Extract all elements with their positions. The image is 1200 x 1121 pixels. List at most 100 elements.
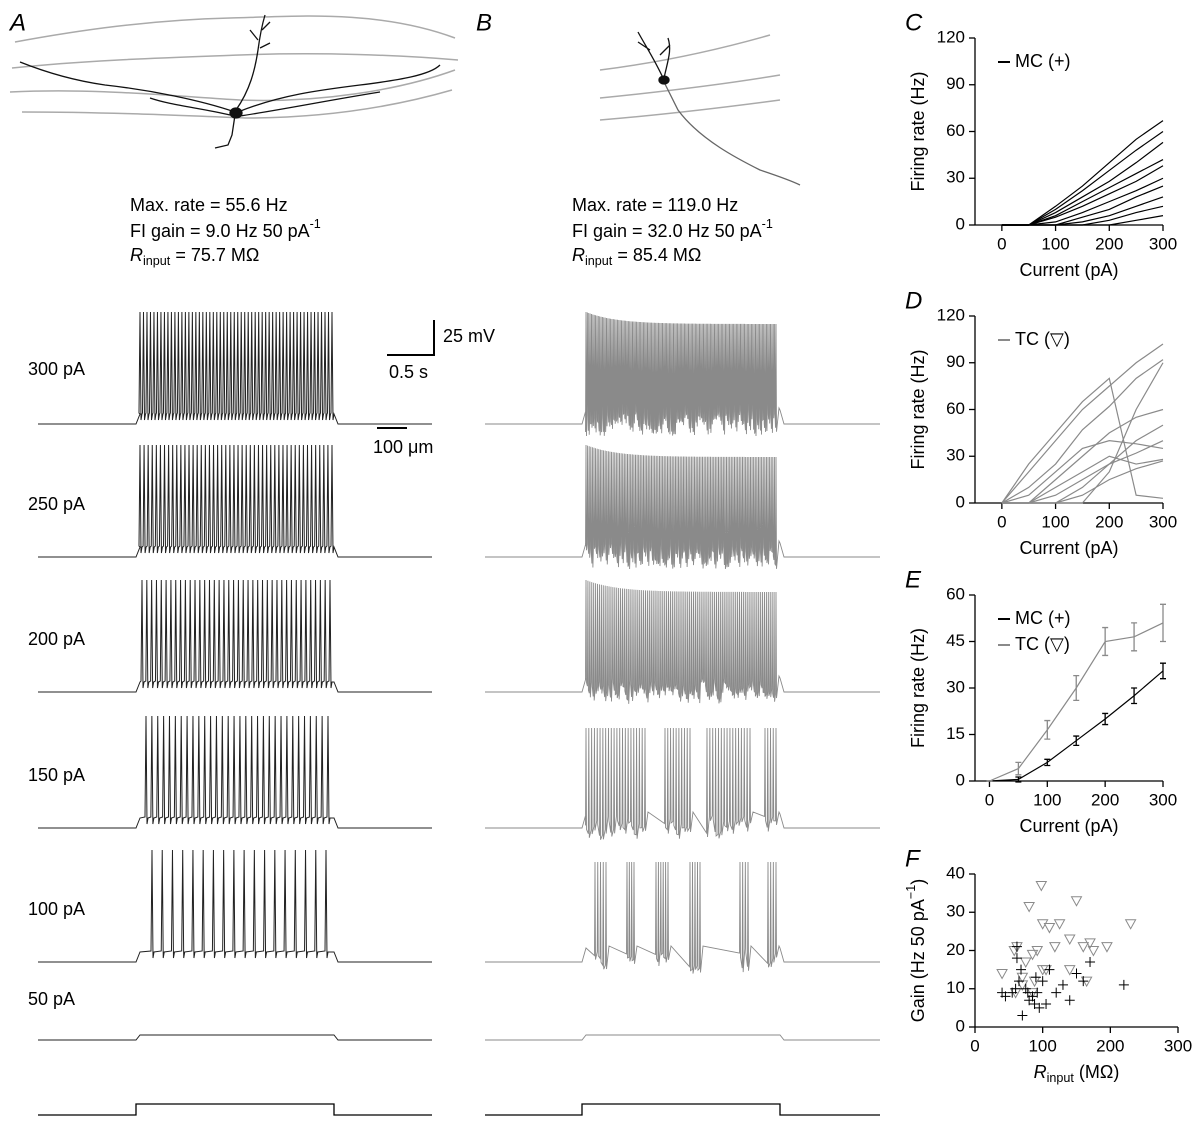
current-label: 200 pA	[28, 629, 85, 649]
fi-gain: FI gain = 32.0 Hz 50 pA-1	[572, 217, 773, 240]
legend-label: TC (▽)	[1015, 634, 1070, 654]
input-resistance: Rinput= 75.7 MΩ	[130, 245, 259, 269]
y-tick-label: 90	[946, 74, 965, 93]
voltage-trace	[38, 445, 432, 557]
x-axis-label: Rinput(MΩ)	[1034, 1062, 1120, 1086]
scatter-point	[1072, 897, 1082, 906]
voltage-trace	[38, 312, 432, 424]
y-tick-label: 30	[946, 677, 965, 696]
label-part: -1	[310, 217, 321, 231]
voltage-trace	[485, 728, 880, 840]
voltage-trace	[38, 1035, 432, 1040]
input-resistance: Rinput = 85.4 MΩ	[572, 245, 701, 269]
scatter-point	[1051, 988, 1061, 998]
voltage-trace	[485, 1035, 880, 1040]
panel-label: C	[905, 9, 923, 36]
x-tick-label: 200	[1096, 1036, 1124, 1055]
scatter-point	[1021, 958, 1031, 967]
y-axis-label: Firing rate (Hz)	[908, 71, 928, 191]
y-tick-label: 60	[946, 584, 965, 603]
label-part: FI gain = 9.0 Hz 50 pA	[130, 221, 310, 241]
x-tick-label: 100	[1028, 1036, 1056, 1055]
y-axis-label: Firing rate (Hz)	[908, 349, 928, 469]
y-tick-label: 0	[956, 214, 965, 233]
y-tick-label: 60	[946, 121, 965, 140]
label-part: −1	[904, 885, 918, 899]
scatter-point	[1078, 943, 1088, 952]
voltage-trace	[38, 716, 432, 828]
series-line	[1002, 360, 1163, 503]
y-tick-label: 10	[946, 978, 965, 997]
x-tick-label: 0	[970, 1036, 979, 1055]
label-part: input	[1047, 1071, 1075, 1085]
x-axis-label: Current (pA)	[1019, 260, 1118, 280]
voltage-trace	[485, 580, 880, 704]
scatter-point	[1058, 980, 1068, 990]
series-line	[1002, 160, 1163, 225]
scatter-point	[1119, 980, 1129, 990]
x-tick-label: 300	[1149, 790, 1177, 809]
y-tick-label: 30	[946, 446, 965, 465]
panel-label: A	[8, 9, 26, 36]
page: A B 100 μm Max. rate = 55.6 Hz Max. rate…	[0, 0, 1200, 1121]
y-tick-label: 20	[946, 940, 965, 959]
x-axis-label: Current (pA)	[1019, 816, 1118, 836]
scatter-point	[1072, 968, 1082, 978]
legend-label: MC (+)	[1015, 608, 1071, 628]
current-label: 100 pA	[28, 899, 85, 919]
scale-bar	[387, 320, 434, 355]
panel-label: D	[905, 287, 922, 314]
scale-bar-label: 100 μm	[373, 437, 433, 457]
y-axis-label: Firing rate (Hz)	[908, 628, 928, 748]
x-tick-label: 200	[1091, 790, 1119, 809]
fi-gain: FI gain = 9.0 Hz 50 pA-1	[130, 217, 321, 240]
scatter-point	[1065, 935, 1075, 944]
voltage-trace	[38, 850, 432, 962]
x-tick-label: 100	[1033, 790, 1061, 809]
y-tick-label: 45	[946, 631, 965, 650]
current-step	[485, 1104, 880, 1115]
layer-boundaries	[10, 16, 458, 118]
current-label: 150 pA	[28, 765, 85, 785]
y-tick-label: 120	[937, 27, 965, 46]
legend-label: MC (+)	[1015, 51, 1071, 71]
label-part: FI gain = 32.0 Hz 50 pA	[572, 221, 762, 241]
panel-label: F	[905, 845, 921, 872]
neuron-a	[20, 15, 440, 148]
label-part: input	[585, 254, 613, 268]
current-step	[38, 1104, 432, 1115]
scale-bar-label: 25 mV	[443, 326, 495, 346]
scatter-point	[997, 969, 1007, 978]
x-tick-label: 100	[1041, 512, 1069, 531]
series-line	[1002, 363, 1163, 503]
x-tick-label: 300	[1164, 1036, 1192, 1055]
max-rate: Max. rate = 119.0 Hz	[572, 195, 738, 215]
figure: A B 100 μm Max. rate = 55.6 Hz Max. rate…	[0, 0, 1200, 1121]
x-tick-label: 0	[985, 790, 994, 809]
x-tick-label: 200	[1095, 512, 1123, 531]
current-label: 300 pA	[28, 359, 85, 379]
scatter-point	[1055, 920, 1065, 929]
y-tick-label: 40	[946, 863, 965, 882]
scatter-point	[1065, 995, 1075, 1005]
current-label: 50 pA	[28, 989, 75, 1009]
voltage-trace	[485, 312, 880, 436]
error-bar	[1015, 762, 1021, 774]
scatter-point	[1044, 924, 1054, 933]
scatter-point	[1050, 943, 1060, 952]
x-tick-label: 0	[997, 512, 1006, 531]
error-bar	[1160, 604, 1166, 641]
label-part: R	[572, 245, 585, 265]
error-bar	[1044, 721, 1050, 740]
scatter-point	[1024, 903, 1034, 912]
label-part: )	[908, 879, 928, 885]
max-rate: Max. rate = 55.6 Hz	[130, 195, 288, 215]
y-tick-label: 60	[946, 399, 965, 418]
y-tick-label: 30	[946, 168, 965, 187]
x-tick-label: 100	[1041, 234, 1069, 253]
x-tick-label: 300	[1149, 512, 1177, 531]
x-tick-label: 0	[997, 234, 1006, 253]
error-bar	[1102, 713, 1108, 724]
y-tick-label: 0	[956, 770, 965, 789]
label-part: = 85.4 MΩ	[617, 245, 701, 265]
